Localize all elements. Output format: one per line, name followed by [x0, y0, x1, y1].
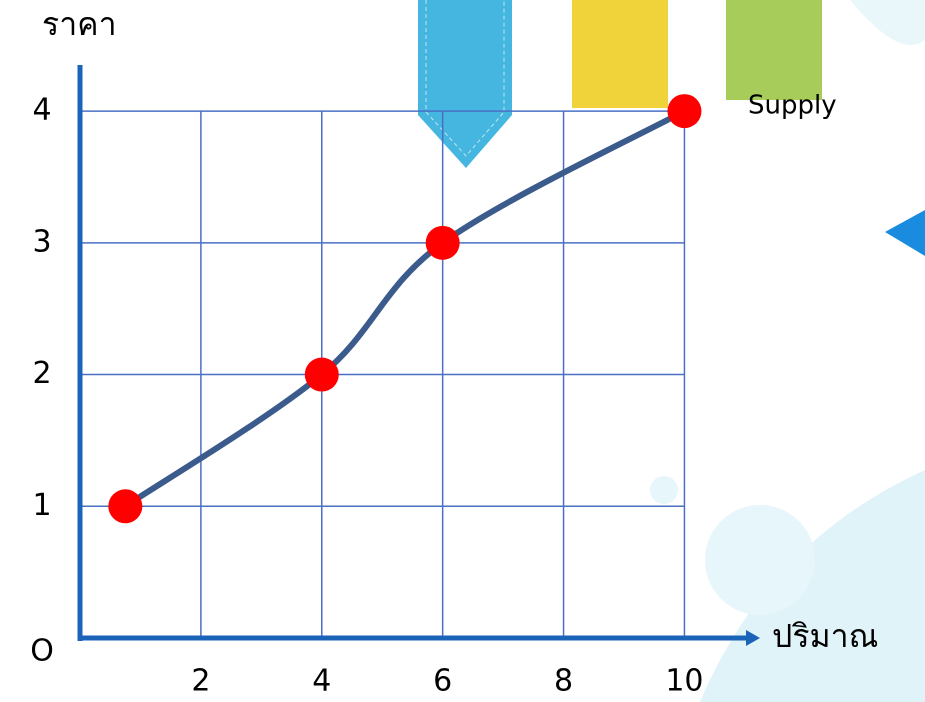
background-decoration — [418, 0, 925, 702]
x-axis-title: ปริมาณ — [772, 617, 878, 655]
x-tick-label: 4 — [312, 664, 331, 699]
data-point — [304, 357, 339, 392]
y-tick-label: 4 — [32, 93, 51, 128]
supply-curve — [122, 108, 688, 510]
x-tick-label: 2 — [191, 664, 210, 699]
y-axis-title: ราคา — [42, 5, 117, 43]
x-tick-label: 6 — [433, 664, 452, 699]
y-tick-label: 2 — [32, 356, 51, 391]
x-tick-label: 8 — [554, 664, 573, 699]
x-tick-label: 10 — [665, 664, 703, 699]
data-point — [425, 225, 460, 260]
y-tick-label: 1 — [32, 488, 51, 523]
x-axis-arrow — [746, 630, 760, 646]
data-point — [108, 489, 143, 524]
origin-label: O — [30, 634, 54, 669]
series-label: Supply — [748, 91, 837, 121]
y-tick-label: 3 — [32, 224, 51, 259]
data-point — [667, 94, 702, 129]
